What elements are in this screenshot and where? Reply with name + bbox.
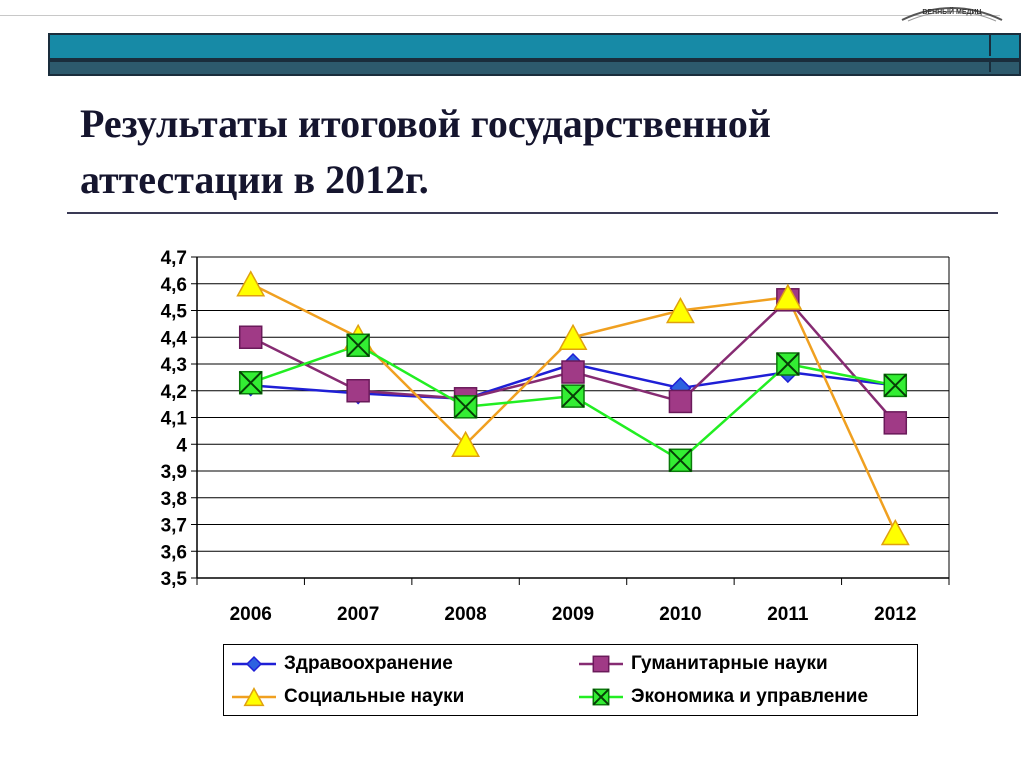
y-tick-label: 3,8 <box>161 489 187 510</box>
legend-item-economics: Экономика и управление <box>577 686 869 707</box>
y-tick-label: 4,1 <box>161 409 188 430</box>
data-point-xsquare <box>561 384 585 408</box>
y-tick-label: 4,7 <box>161 248 187 269</box>
legend-item-humanities: Гуманитарные науки <box>577 653 828 674</box>
legend-item-healthcare: Здравоохранение <box>230 653 453 674</box>
slide-title: Результаты итоговой государственной атте… <box>80 101 771 202</box>
data-point-triangle <box>665 296 695 324</box>
marker-cross <box>668 448 693 473</box>
data-point-xsquare <box>346 333 370 358</box>
marker-cross <box>883 373 907 398</box>
title-divider <box>67 212 998 214</box>
y-tick-label: 4,4 <box>161 328 188 349</box>
data-point-square <box>238 325 263 349</box>
legend-marker <box>243 687 265 707</box>
legend-marker <box>592 655 610 673</box>
legend-item-social-sciences: Социальные науки <box>230 686 465 707</box>
top-divider <box>0 15 1000 16</box>
marker-cross <box>561 384 585 408</box>
header-banner-upper <box>48 33 1021 60</box>
data-point-xsquare <box>453 395 478 419</box>
legend-marker-triangle <box>232 687 276 707</box>
header-banner-lower <box>48 60 1021 76</box>
x-tick-label: 2012 <box>874 604 916 625</box>
marker-cross <box>239 371 263 395</box>
data-point-xsquare <box>238 370 263 395</box>
x-tick-label: 2010 <box>659 604 701 625</box>
legend-marker-diamond <box>232 655 276 673</box>
series-line-2 <box>250 282 897 534</box>
chart-legend: Здравоохранение Гуманитарные науки Социа… <box>223 644 918 716</box>
svg-text:ВЕННЫЙ МЕДИЦ: ВЕННЫЙ МЕДИЦ <box>922 7 982 16</box>
y-tick-label: 4,3 <box>161 355 187 376</box>
marker-cross <box>592 688 610 706</box>
university-logo: ВЕННЫЙ МЕДИЦ <box>901 7 1003 22</box>
y-tick-label: 3,6 <box>161 542 187 563</box>
x-tick-label: 2009 <box>552 604 594 625</box>
x-tick-label: 2006 <box>230 604 272 625</box>
y-tick-label: 4,2 <box>161 382 187 403</box>
header-banner-box <box>989 33 1019 56</box>
data-point-triangle <box>236 270 266 297</box>
data-point-xsquare <box>883 373 908 398</box>
y-tick-label: 3,9 <box>161 462 187 483</box>
data-point-square <box>346 379 370 403</box>
legend-marker-xsquare <box>579 688 623 706</box>
legend-label: Гуманитарные науки <box>631 653 828 674</box>
data-point-triangle <box>880 518 910 546</box>
data-point-xsquare <box>776 352 800 376</box>
legend-marker-square <box>579 655 623 673</box>
marker-cross <box>346 333 370 357</box>
legend-label: Социальные науки <box>284 686 465 707</box>
legend-marker <box>592 688 610 706</box>
legend-label: Экономика и управление <box>631 686 869 707</box>
marker-cross <box>776 352 800 376</box>
legend-marker <box>245 655 263 673</box>
x-tick-label: 2011 <box>767 604 809 625</box>
x-tick-label: 2007 <box>337 604 379 625</box>
data-point-square <box>883 411 908 435</box>
data-point-triangle <box>773 283 803 310</box>
header-banner-box-lower <box>989 60 1019 72</box>
y-tick-label: 4,5 <box>161 302 188 323</box>
y-tick-label: 3,7 <box>161 516 187 537</box>
y-tick-label: 3,5 <box>161 569 188 590</box>
legend-label: Здравоохранение <box>284 653 453 674</box>
data-point-square <box>561 360 585 384</box>
data-point-triangle <box>451 430 481 457</box>
data-point-triangle <box>558 323 588 350</box>
y-tick-label: 4 <box>176 435 187 456</box>
data-point-square <box>668 389 693 414</box>
x-tick-label: 2008 <box>444 604 486 625</box>
marker-cross <box>453 395 478 419</box>
data-point-xsquare <box>668 448 693 473</box>
y-tick-label: 4,6 <box>161 275 187 296</box>
